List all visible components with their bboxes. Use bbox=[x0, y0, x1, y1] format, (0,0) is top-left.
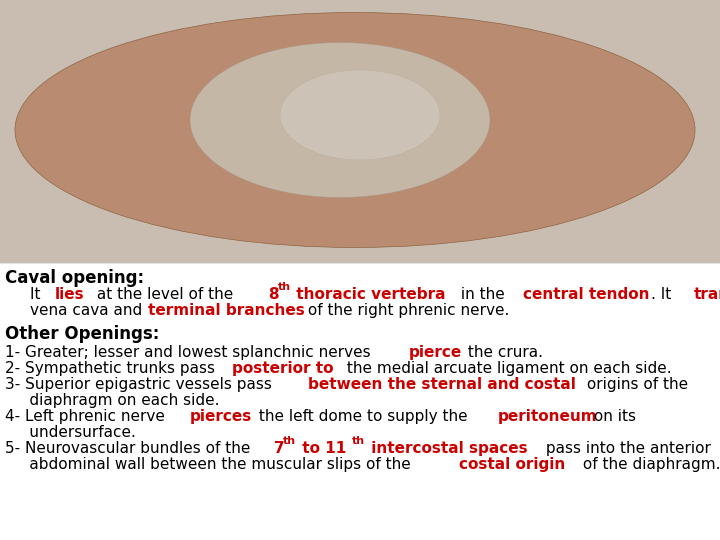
Text: of the diaphragm.: of the diaphragm. bbox=[578, 457, 720, 472]
Text: posterior to: posterior to bbox=[232, 361, 333, 376]
Text: pass into the anterior: pass into the anterior bbox=[541, 441, 711, 456]
Text: the left dome to supply the: the left dome to supply the bbox=[254, 409, 472, 424]
Text: central tendon: central tendon bbox=[523, 287, 649, 302]
Text: Caval opening:: Caval opening: bbox=[5, 269, 144, 287]
Text: of the right phrenic nerve.: of the right phrenic nerve. bbox=[303, 303, 510, 318]
Text: pierces: pierces bbox=[190, 409, 252, 424]
Text: at the level of the: at the level of the bbox=[92, 287, 238, 302]
Text: undersurface.: undersurface. bbox=[5, 425, 136, 440]
Text: diaphragm on each side.: diaphragm on each side. bbox=[5, 393, 220, 408]
Text: the crura.: the crura. bbox=[464, 345, 544, 360]
Text: abdominal wall between the muscular slips of the: abdominal wall between the muscular slip… bbox=[5, 457, 415, 472]
Text: 5- Neurovascular bundles of the: 5- Neurovascular bundles of the bbox=[5, 441, 256, 456]
Text: lies: lies bbox=[55, 287, 85, 302]
Text: terminal branches: terminal branches bbox=[148, 303, 305, 318]
Text: intercostal spaces: intercostal spaces bbox=[366, 441, 528, 456]
Ellipse shape bbox=[280, 70, 440, 160]
Text: vena cava and: vena cava and bbox=[30, 303, 147, 318]
Text: peritoneum: peritoneum bbox=[498, 409, 598, 424]
Text: 4- Left phrenic nerve: 4- Left phrenic nerve bbox=[5, 409, 170, 424]
Text: the medial arcuate ligament on each side.: the medial arcuate ligament on each side… bbox=[342, 361, 672, 376]
Text: on its: on its bbox=[590, 409, 636, 424]
Bar bbox=[0, 0, 720, 262]
Text: in the: in the bbox=[456, 287, 509, 302]
Text: between the sternal and costal: between the sternal and costal bbox=[307, 377, 575, 392]
Text: transmits: transmits bbox=[693, 287, 720, 302]
Text: . It: . It bbox=[652, 287, 676, 302]
Text: th: th bbox=[352, 436, 365, 446]
Text: 3- Superior epigastric vessels pass: 3- Superior epigastric vessels pass bbox=[5, 377, 276, 392]
Text: thoracic vertebra: thoracic vertebra bbox=[291, 287, 445, 302]
Text: 1- Greater; lesser and lowest splanchnic nerves: 1- Greater; lesser and lowest splanchnic… bbox=[5, 345, 376, 360]
Text: 8: 8 bbox=[269, 287, 279, 302]
Text: origins of the: origins of the bbox=[582, 377, 688, 392]
Text: 2- Sympathetic trunks pass: 2- Sympathetic trunks pass bbox=[5, 361, 220, 376]
Text: It: It bbox=[30, 287, 45, 302]
Ellipse shape bbox=[15, 12, 695, 247]
Text: th: th bbox=[283, 436, 296, 446]
Text: pierce: pierce bbox=[408, 345, 462, 360]
Text: 7: 7 bbox=[274, 441, 284, 456]
Text: costal origin: costal origin bbox=[459, 457, 565, 472]
Ellipse shape bbox=[190, 43, 490, 198]
Text: to 11: to 11 bbox=[297, 441, 346, 456]
Text: Other Openings:: Other Openings: bbox=[5, 325, 159, 343]
Text: th: th bbox=[277, 282, 291, 292]
